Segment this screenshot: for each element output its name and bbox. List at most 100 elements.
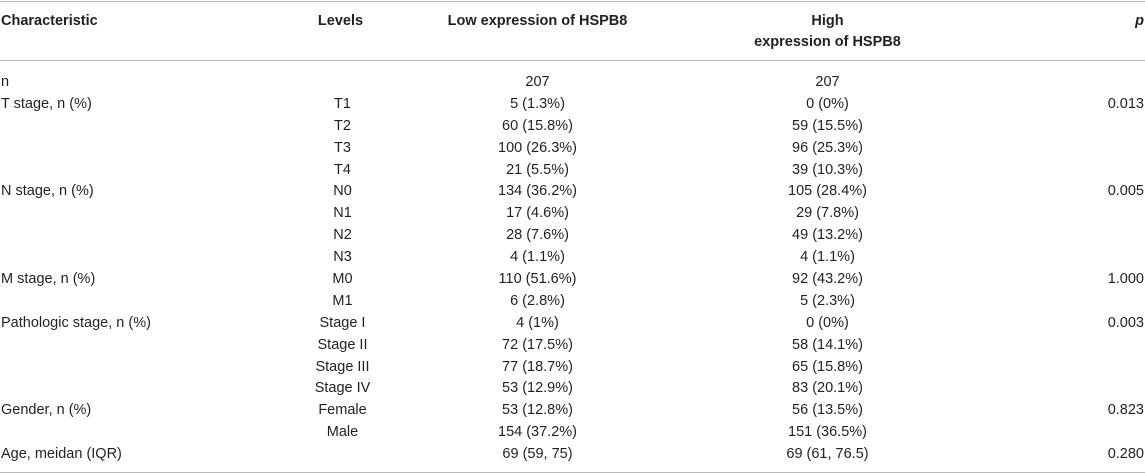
cell-characteristic (0, 203, 255, 225)
cell-p-value (990, 72, 1145, 94)
cell-p-value (990, 422, 1145, 444)
cell-characteristic (0, 225, 255, 247)
header-levels: Levels (317, 13, 364, 29)
cell-high-expression: 39 (10.3%) (792, 161, 863, 178)
cell-high-expression: 29 (7.8%) (796, 205, 859, 222)
cell-high-expression: 105 (28.4%) (788, 183, 867, 200)
cell-characteristic: N stage, n (%) (1, 183, 94, 200)
cell-high-expression: 49 (13.2%) (792, 227, 863, 244)
cell-level: T2 (334, 117, 351, 134)
cell-level: N3 (333, 249, 352, 266)
cell-level: N1 (333, 205, 352, 222)
cell-characteristic: Age, meidan (IQR) (1, 446, 122, 463)
table-body: n 207 207 T stage, n (%) T1 5 (1.3%) 0 (0%) 0.0… (0, 61, 1145, 472)
table-row: N3 4 (1.1%) 4 (1.1%) (0, 247, 1145, 269)
cell-characteristic: Pathologic stage, n (%) (1, 314, 151, 331)
cell-low-expression: 17 (4.6%) (506, 205, 569, 222)
cell-low-expression: 100 (26.3%) (498, 139, 577, 156)
table-row: n 207 207 (0, 72, 1145, 94)
cell-characteristic (0, 422, 255, 444)
cell-characteristic (0, 335, 255, 357)
cell-high-expression: 96 (25.3%) (792, 139, 863, 156)
table-row: M1 6 (2.8%) 5 (2.3%) (0, 291, 1145, 313)
table-top-rule (0, 1, 1145, 2)
cell-p-value (990, 291, 1145, 313)
cell-level: T3 (334, 139, 351, 156)
table-row: T stage, n (%) T1 5 (1.3%) 0 (0%) 0.013 (0, 94, 1145, 116)
cell-characteristic: T stage, n (%) (1, 95, 92, 112)
cell-characteristic (0, 138, 255, 160)
table-row: Male 154 (37.2%) 151 (36.5%) (0, 422, 1145, 444)
cell-low-expression: 28 (7.6%) (506, 227, 569, 244)
header-high-line2: expression of HSPB8 (754, 34, 901, 50)
cell-level (265, 444, 420, 466)
cell-characteristic (0, 378, 255, 400)
cell-p-value (990, 335, 1145, 357)
cell-level (265, 72, 420, 94)
table-row: N2 28 (7.6%) 49 (13.2%) (0, 225, 1145, 247)
cell-low-expression: 77 (18.7%) (502, 358, 573, 375)
table-row: T3 100 (26.3%) 96 (25.3%) (0, 138, 1145, 160)
header-characteristic: Characteristic (1, 13, 98, 29)
cell-high-expression: 4 (1.1%) (800, 249, 855, 266)
cell-p-value: 0.013 (1107, 95, 1144, 112)
cell-p-value: 0.280 (1107, 446, 1144, 463)
table-row: Stage II 72 (17.5%) 58 (14.1%) (0, 335, 1145, 357)
cell-low-expression: 69 (59, 75) (502, 446, 573, 463)
cell-low-expression: 154 (37.2%) (498, 424, 577, 441)
cell-low-expression: 6 (2.8%) (510, 292, 565, 309)
header-high-expression: High expression of HSPB8 (665, 11, 990, 60)
cell-level: Stage II (317, 336, 368, 353)
cell-low-expression: 21 (5.5%) (506, 161, 569, 178)
header-p-value: p (1135, 13, 1144, 29)
cell-p-value (990, 203, 1145, 225)
header-low-expression: Low expression of HSPB8 (447, 13, 628, 29)
cell-low-expression: 4 (1%) (516, 314, 559, 331)
cell-characteristic (0, 357, 255, 379)
table-row: T2 60 (15.8%) 59 (15.5%) (0, 116, 1145, 138)
cell-high-expression: 207 (815, 74, 840, 90)
cell-high-expression: 56 (13.5%) (792, 402, 863, 419)
table-row: Pathologic stage, n (%) Stage I 4 (1%) 0 (0… (0, 313, 1145, 335)
cell-p-value (990, 160, 1145, 182)
cell-low-expression: 53 (12.9%) (502, 380, 573, 397)
cell-p-value (990, 247, 1145, 269)
table-row: N1 17 (4.6%) 29 (7.8%) (0, 203, 1145, 225)
cell-level: N2 (333, 227, 352, 244)
table-row: Age, meidan (IQR) 69 (59, 75) 69 (61, 76.5… (0, 444, 1145, 466)
table-row: Stage III 77 (18.7%) 65 (15.8%) (0, 357, 1145, 379)
cell-low-expression: 110 (51.6%) (498, 271, 577, 288)
cell-high-expression: 0 (0%) (806, 314, 849, 331)
cell-level: M1 (332, 292, 353, 309)
cell-level: Female (318, 402, 367, 419)
cell-level: T1 (334, 95, 351, 112)
cell-characteristic: n (1, 74, 10, 90)
cell-level: N0 (333, 183, 352, 200)
cell-level: Stage IV (314, 380, 371, 397)
cell-p-value: 0.003 (1107, 314, 1144, 331)
cell-characteristic (0, 160, 255, 182)
cell-high-expression: 69 (61, 76.5) (786, 446, 869, 463)
cell-level: M0 (332, 271, 353, 288)
cell-characteristic (0, 247, 255, 269)
header-high-line1: High (811, 13, 844, 29)
cell-high-expression: 92 (43.2%) (792, 271, 863, 288)
cell-p-value (990, 225, 1145, 247)
cell-p-value: 1.000 (1107, 271, 1144, 288)
cell-p-value (990, 116, 1145, 138)
cell-low-expression: 134 (36.2%) (498, 183, 577, 200)
cell-high-expression: 65 (15.8%) (792, 358, 863, 375)
table-row: Stage IV 53 (12.9%) 83 (20.1%) (0, 378, 1145, 400)
table-header-rule (0, 60, 1145, 61)
cell-high-expression: 0 (0%) (806, 95, 849, 112)
cell-low-expression: 53 (12.8%) (502, 402, 573, 419)
cell-p-value: 0.823 (1107, 402, 1144, 419)
table-row: Gender, n (%) Female 53 (12.8%) 56 (13.5%) 0… (0, 400, 1145, 422)
cell-characteristic: M stage, n (%) (1, 271, 96, 288)
cell-high-expression: 83 (20.1%) (792, 380, 863, 397)
cell-p-value (990, 357, 1145, 379)
cell-level: Stage I (319, 314, 366, 331)
cell-low-expression: 207 (525, 74, 550, 90)
cell-high-expression: 5 (2.3%) (800, 292, 855, 309)
